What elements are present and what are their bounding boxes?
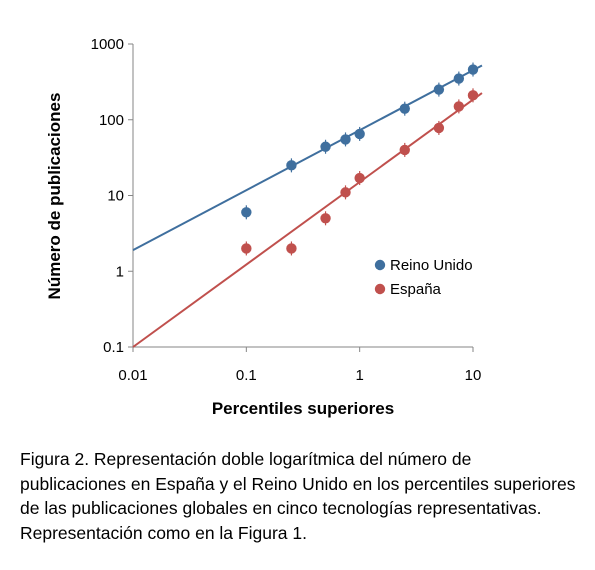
data-point [354, 172, 365, 184]
y-tick-label: 0.1 [103, 339, 124, 356]
x-tick-label: 0.01 [118, 367, 147, 384]
legend-label: Reino Unido [390, 257, 473, 274]
data-point [320, 213, 331, 224]
data-point [340, 134, 351, 145]
x-tick-label: 1 [355, 367, 363, 384]
data-point [241, 243, 252, 254]
fit-line-reino-unido [132, 64, 483, 252]
data-point [467, 64, 479, 75]
data-point [433, 122, 445, 134]
data-point [453, 101, 465, 112]
y-tick-label: 10 [107, 188, 124, 205]
legend: Reino Unido España [374, 257, 473, 298]
data-point [320, 141, 331, 152]
y-axis-title: Número de publicaciones [45, 93, 64, 300]
legend-label: España [390, 281, 442, 298]
data-point [286, 160, 297, 171]
data-point [433, 84, 445, 95]
data-point [340, 187, 351, 198]
x-tick-label: 10 [465, 367, 482, 384]
data-point [467, 90, 479, 101]
y-tick-label: 1000 [91, 36, 124, 53]
figure-caption: Figura 2. Representación doble logarítmi… [20, 449, 576, 543]
data-point [399, 144, 410, 156]
data-point [241, 207, 252, 218]
fit-lines [132, 64, 483, 348]
fit-line-espana [132, 92, 483, 348]
legend-marker [374, 259, 386, 271]
y-tick-label: 1 [116, 263, 124, 280]
data-points [241, 62, 479, 256]
x-tick-label: 0.1 [236, 367, 257, 384]
data-point [399, 103, 410, 114]
data-point [286, 243, 297, 254]
axes: 0.1 1 10 100 1000 0.01 0.1 1 10 [91, 36, 482, 384]
chart: 0.1 1 10 100 1000 0.01 0.1 1 10 Reino Unido Españ… [45, 36, 483, 418]
data-point [354, 128, 365, 140]
y-tick-label: 100 [99, 112, 124, 129]
legend-marker [374, 283, 386, 295]
data-point [453, 73, 465, 84]
x-axis-title: Percentiles superiores [212, 399, 394, 418]
